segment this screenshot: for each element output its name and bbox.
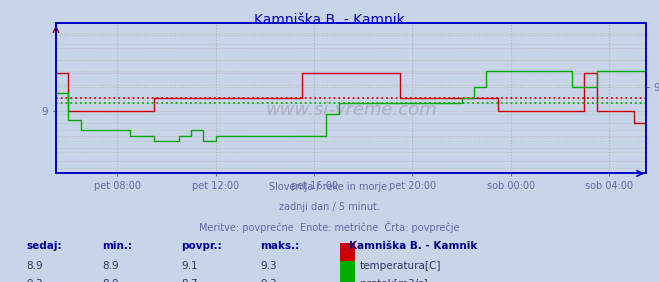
Text: Slovenija / reke in morje.: Slovenija / reke in morje.	[269, 182, 390, 192]
Text: Meritve: povprečne  Enote: metrične  Črta: povprečje: Meritve: povprečne Enote: metrične Črta:…	[199, 221, 460, 233]
Text: 9.1: 9.1	[181, 261, 198, 271]
Text: povpr.:: povpr.:	[181, 241, 222, 251]
Text: 8.9: 8.9	[26, 261, 43, 271]
Text: 8.7: 8.7	[181, 279, 198, 282]
Text: Kamniška B. - Kamnik: Kamniška B. - Kamnik	[349, 241, 478, 251]
Text: pretok[m3/s]: pretok[m3/s]	[360, 279, 428, 282]
Text: temperatura[C]: temperatura[C]	[360, 261, 442, 271]
Text: min.:: min.:	[102, 241, 132, 251]
Text: 9.3: 9.3	[260, 261, 277, 271]
Text: Kamniška B. - Kamnik: Kamniška B. - Kamnik	[254, 13, 405, 27]
Text: www.si-vreme.com: www.si-vreme.com	[265, 101, 437, 119]
Text: maks.:: maks.:	[260, 241, 300, 251]
Text: zadnji dan / 5 minut.: zadnji dan / 5 minut.	[279, 202, 380, 212]
Text: 9.3: 9.3	[26, 279, 43, 282]
Text: 9.3: 9.3	[260, 279, 277, 282]
Text: sedaj:: sedaj:	[26, 241, 62, 251]
Text: 8.9: 8.9	[102, 261, 119, 271]
Text: 8.0: 8.0	[102, 279, 119, 282]
